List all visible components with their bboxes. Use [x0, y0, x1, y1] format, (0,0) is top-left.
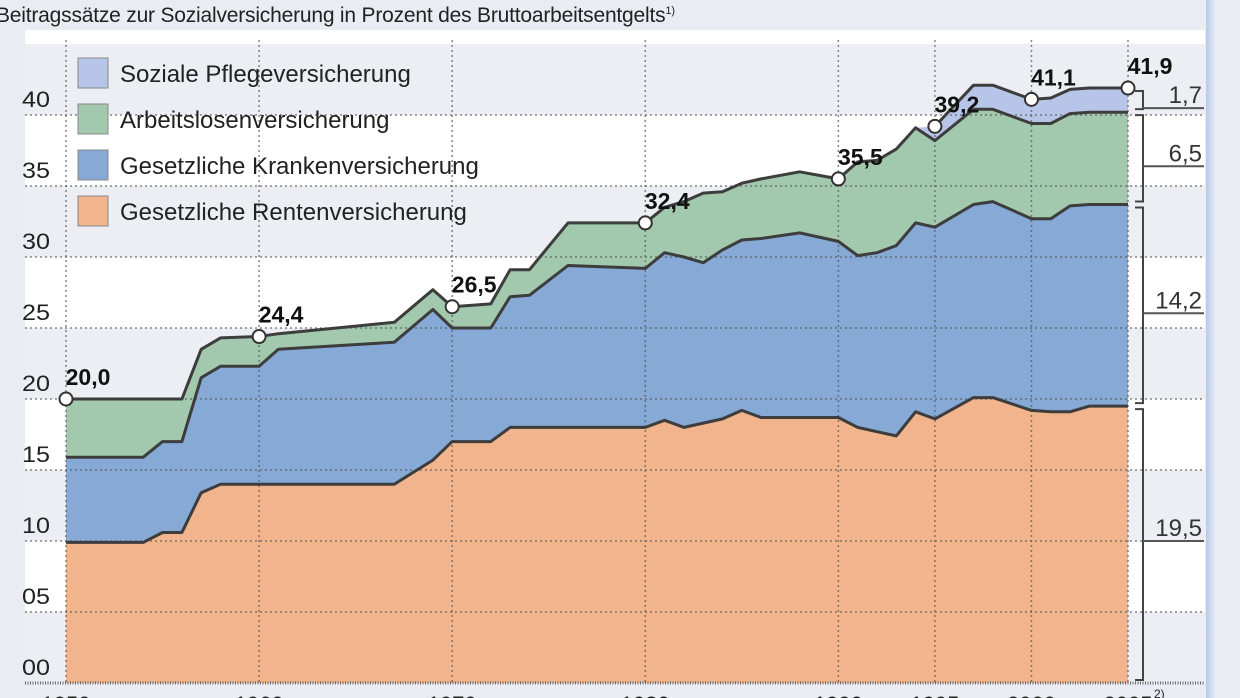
area-soziale-pflegeversicherung [66, 85, 1128, 399]
x-tick-label: 1995 [910, 692, 959, 698]
total-label: 20,0 [66, 364, 111, 390]
y-tick-label: 15 [22, 442, 50, 467]
x-tick-label: 1990 [814, 692, 863, 698]
x-tick-footnote: 2) [1154, 687, 1165, 698]
total-marker [251, 329, 267, 345]
total-marker [444, 299, 460, 315]
legend-swatch [77, 149, 109, 181]
legend-label: Arbeitslosenversicherung [120, 107, 389, 134]
boundary-line [66, 200, 1128, 459]
x-tick-label: 2005 [1104, 692, 1153, 698]
total-label: 24,4 [259, 302, 304, 328]
total-label: 41,1 [1031, 64, 1076, 90]
component-value-label: 6,5 [1169, 140, 1202, 167]
page-edge-bar [1206, 0, 1214, 698]
total-label: 41,9 [1128, 53, 1173, 79]
total-label: 26,5 [452, 272, 497, 298]
component-bracket [1135, 206, 1144, 405]
component-bracket [1135, 114, 1144, 203]
legend-swatch [77, 195, 109, 227]
y-tick-label: 35 [22, 158, 50, 183]
total-label: 35,5 [838, 144, 883, 170]
y-tick-label: 05 [22, 584, 50, 609]
total-marker [637, 215, 653, 231]
total-label: 32,4 [645, 188, 690, 214]
background-band [25, 30, 1205, 44]
boundary-line [933, 83, 1128, 128]
y-tick-label: 30 [22, 229, 50, 254]
component-bracket [1135, 90, 1144, 111]
component-bracket [1135, 408, 1144, 681]
total-marker [1120, 80, 1136, 96]
y-tick-label: 20 [22, 371, 50, 396]
y-tick-label: 10 [22, 513, 50, 538]
x-tick-label: 1960 [235, 692, 284, 698]
boundary-line [66, 396, 1128, 544]
legend-swatch [77, 57, 109, 89]
legend-label: Gesetzliche Krankenversicherung [120, 153, 479, 180]
x-tick-label: 1950 [42, 692, 91, 698]
x-tick-label: 1970 [428, 692, 477, 698]
area-arbeitslosenversicherung [66, 109, 1128, 458]
chart-title: Beitragssätze zur Sozialversicherung in … [0, 4, 675, 28]
component-value-label: 1,7 [1169, 82, 1202, 109]
title-footnote: 1) [665, 5, 675, 17]
total-marker [927, 118, 943, 134]
total-marker [58, 391, 74, 407]
total-label: 39,2 [935, 91, 980, 117]
chart-title-text: Beitragssätze zur Sozialversicherung in … [0, 4, 666, 27]
total-marker [830, 171, 846, 187]
component-value-label: 14,2 [1155, 287, 1202, 314]
legend-label: Soziale Pflegeversicherung [120, 61, 411, 88]
y-tick-label: 00 [22, 655, 50, 680]
legend-label: Gesetzliche Rentenversicherung [120, 199, 467, 226]
x-tick-label: 2000 [1007, 692, 1056, 698]
x-tick-label: 1980 [621, 692, 670, 698]
component-value-label: 19,5 [1155, 515, 1202, 542]
y-tick-label: 25 [22, 300, 50, 325]
legend-swatch [77, 103, 109, 135]
area-gesetzliche-krankenversicherung [66, 201, 1128, 543]
y-tick-label: 40 [22, 87, 50, 112]
total-marker [1023, 91, 1039, 107]
